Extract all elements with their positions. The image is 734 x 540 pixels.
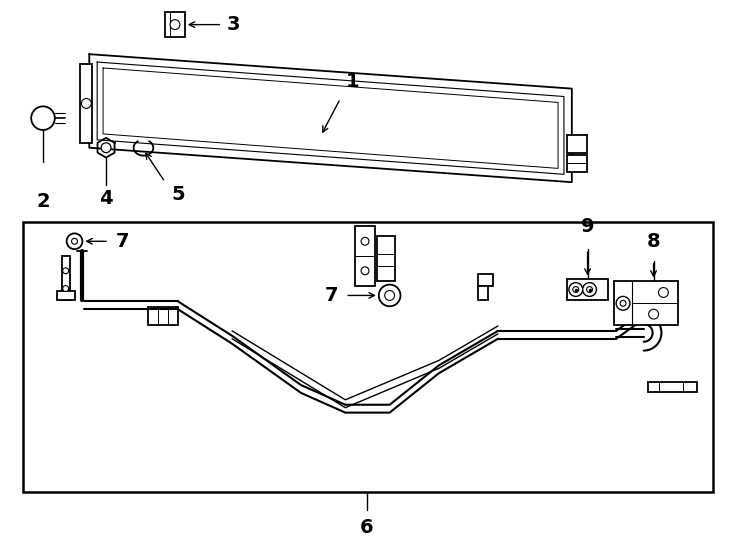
Text: 6: 6 <box>360 518 374 537</box>
Text: 3: 3 <box>227 15 241 34</box>
FancyBboxPatch shape <box>479 286 488 300</box>
Circle shape <box>31 106 55 130</box>
FancyBboxPatch shape <box>377 237 395 281</box>
Text: 8: 8 <box>647 232 661 251</box>
FancyBboxPatch shape <box>567 154 586 172</box>
Text: 4: 4 <box>99 189 113 208</box>
FancyBboxPatch shape <box>165 12 185 37</box>
Text: 7: 7 <box>116 232 129 251</box>
FancyBboxPatch shape <box>23 221 713 492</box>
Circle shape <box>62 286 68 292</box>
Circle shape <box>658 288 669 298</box>
Circle shape <box>101 143 111 153</box>
Circle shape <box>81 98 91 109</box>
Circle shape <box>620 300 626 306</box>
Text: 7: 7 <box>325 286 338 305</box>
FancyBboxPatch shape <box>647 382 697 392</box>
Circle shape <box>649 309 658 319</box>
Circle shape <box>379 285 401 306</box>
Text: 2: 2 <box>36 192 50 211</box>
Text: 9: 9 <box>581 217 595 237</box>
FancyBboxPatch shape <box>614 281 678 325</box>
Circle shape <box>361 267 369 275</box>
FancyBboxPatch shape <box>355 226 375 286</box>
Circle shape <box>62 268 68 274</box>
Circle shape <box>361 238 369 245</box>
FancyBboxPatch shape <box>567 279 608 300</box>
Circle shape <box>569 282 583 296</box>
Circle shape <box>67 233 82 249</box>
FancyBboxPatch shape <box>567 135 586 153</box>
Text: 1: 1 <box>345 72 359 91</box>
Text: 5: 5 <box>171 185 185 204</box>
Circle shape <box>583 282 597 296</box>
FancyBboxPatch shape <box>57 291 75 300</box>
FancyBboxPatch shape <box>479 274 493 286</box>
Circle shape <box>72 238 78 244</box>
FancyBboxPatch shape <box>148 307 178 325</box>
FancyBboxPatch shape <box>62 256 70 300</box>
Circle shape <box>385 291 395 300</box>
Circle shape <box>586 287 592 293</box>
Circle shape <box>573 287 578 293</box>
Circle shape <box>170 19 180 30</box>
Circle shape <box>616 296 630 310</box>
FancyBboxPatch shape <box>81 64 92 143</box>
